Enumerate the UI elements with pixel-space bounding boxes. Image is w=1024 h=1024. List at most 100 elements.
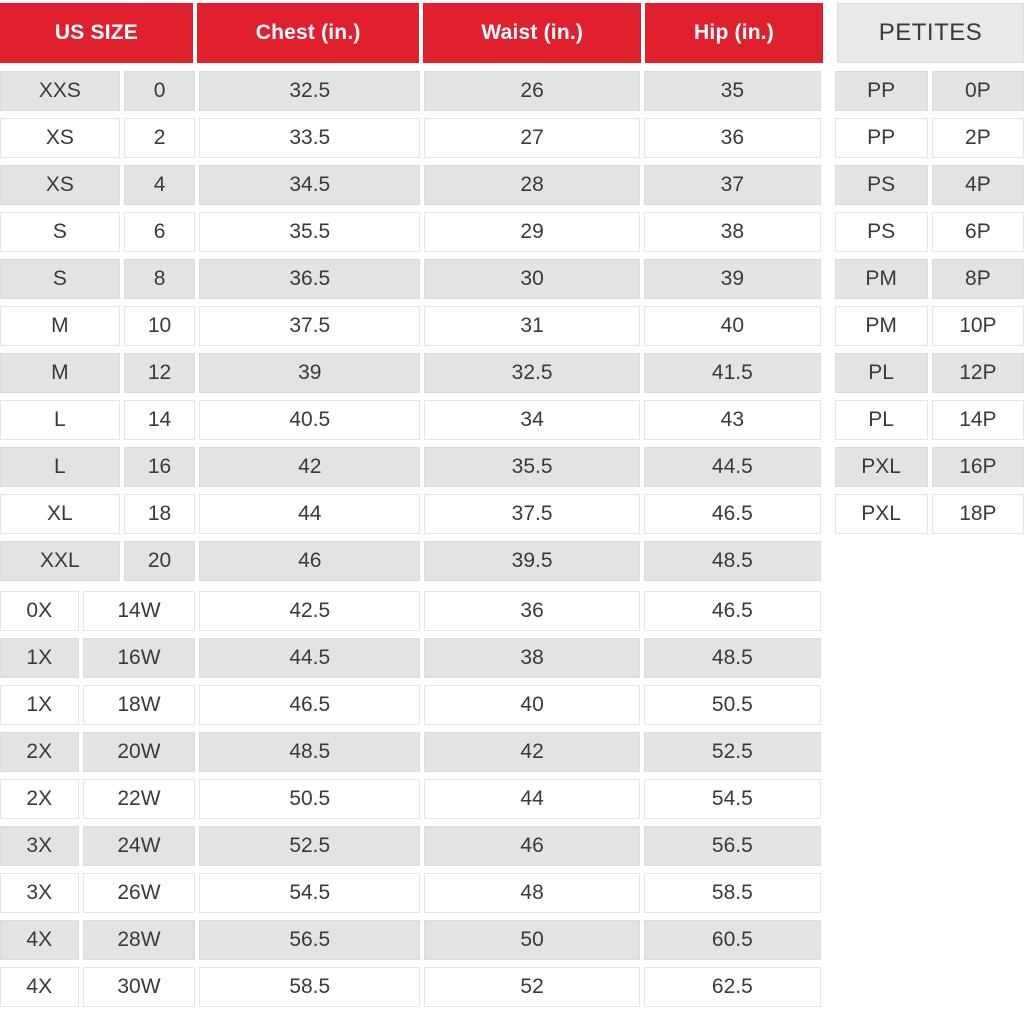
petites-spacer (825, 400, 835, 440)
cell-size-number: 10 (123, 306, 196, 346)
cell-petite-letter: PL (834, 400, 928, 440)
cell-waist: 52 (424, 967, 641, 1007)
petites-spacer (825, 920, 835, 960)
cell-waist: 39.5 (424, 541, 641, 581)
table-row: 3X 26W 54.5 48 58.5 (0, 868, 1024, 915)
cell-hip: 40 (644, 306, 821, 346)
cell-waist: 38 (424, 638, 641, 678)
cell-size-number: 30W (82, 967, 196, 1007)
cell-size-letter: 4X (0, 967, 79, 1007)
cell-waist: 32.5 (424, 353, 641, 393)
petites-spacer (825, 447, 835, 487)
column-header-chest: Chest (in.) (196, 3, 420, 63)
cell-petite-number: 6P (931, 212, 1024, 252)
cell-petite-letter (835, 685, 928, 725)
cell-size-letter: 2X (0, 779, 79, 819)
cell-petite-letter: PL (834, 353, 928, 393)
cell-petite-number: 0P (931, 71, 1024, 111)
cell-chest: 35.5 (199, 212, 421, 252)
petites-spacer (825, 591, 835, 631)
petites-spacer (825, 732, 835, 772)
table-row: XXL 20 46 39.5 48.5 (0, 536, 1024, 583)
table-row: S 6 35.5 29 38 PS 6P (0, 207, 1024, 254)
cell-size-number: 0 (123, 71, 196, 111)
cell-chest: 36.5 (199, 259, 421, 299)
cell-size-number: 20W (82, 732, 196, 772)
cell-petite-number (932, 732, 1024, 772)
cell-petite-letter: PM (834, 259, 928, 299)
petites-spacer (825, 212, 835, 252)
cell-size-number: 14W (82, 591, 196, 631)
cell-petite-number (932, 873, 1024, 913)
cell-size-letter: M (0, 353, 120, 393)
cell-size-letter: S (0, 212, 120, 252)
cell-waist: 35.5 (424, 447, 641, 487)
table-row: 4X 30W 58.5 52 62.5 (0, 962, 1024, 1009)
table-row: XS 2 33.5 27 36 PP 2P (0, 113, 1024, 160)
cell-chest: 37.5 (199, 306, 421, 346)
cell-chest: 48.5 (199, 732, 421, 772)
cell-chest: 40.5 (199, 400, 421, 440)
cell-waist: 50 (424, 920, 641, 960)
cell-waist: 36 (424, 591, 641, 631)
cell-hip: 58.5 (644, 873, 821, 913)
cell-petite-number: 12P (931, 353, 1024, 393)
cell-size-letter: XL (0, 494, 120, 534)
table-row: 4X 28W 56.5 50 60.5 (0, 915, 1024, 962)
cell-chest: 32.5 (199, 71, 421, 111)
petites-spacer (825, 259, 835, 299)
table-row: 1X 16W 44.5 38 48.5 (0, 633, 1024, 680)
cell-hip: 48.5 (644, 541, 821, 581)
cell-hip: 54.5 (644, 779, 821, 819)
cell-waist: 46 (424, 826, 641, 866)
cell-petite-number (932, 591, 1024, 631)
column-header-waist: Waist (in.) (423, 3, 642, 63)
cell-hip: 39 (644, 259, 821, 299)
cell-size-letter: S (0, 259, 120, 299)
cell-size-number: 24W (82, 826, 196, 866)
cell-petite-letter: PS (834, 165, 928, 205)
cell-petite-letter (835, 541, 928, 581)
cell-chest: 42 (199, 447, 421, 487)
petites-spacer (825, 779, 835, 819)
table-row: 0X 14W 42.5 36 46.5 (0, 586, 1024, 633)
petites-spacer (825, 541, 835, 581)
cell-petite-letter (835, 732, 928, 772)
cell-petite-number: 8P (931, 259, 1024, 299)
cell-size-number: 20 (123, 541, 196, 581)
petites-spacer (825, 71, 835, 111)
petites-spacer (825, 494, 835, 534)
table-row: XXS 0 32.5 26 35 PP 0P (0, 66, 1024, 113)
cell-petite-letter (835, 920, 928, 960)
cell-petite-letter: PP (834, 118, 928, 158)
cell-size-letter: 3X (0, 873, 79, 913)
petites-spacer (825, 638, 835, 678)
cell-chest: 54.5 (199, 873, 421, 913)
cell-waist: 30 (424, 259, 641, 299)
cell-size-number: 28W (82, 920, 196, 960)
petites-spacer (825, 826, 835, 866)
cell-petite-number (932, 541, 1024, 581)
petites-spacer (825, 685, 835, 725)
cell-hip: 44.5 (644, 447, 821, 487)
cell-chest: 39 (199, 353, 421, 393)
cell-hip: 46.5 (644, 494, 821, 534)
cell-chest: 46 (199, 541, 421, 581)
petites-spacer (825, 967, 835, 1007)
cell-size-letter: 0X (0, 591, 79, 631)
cell-size-number: 18W (82, 685, 196, 725)
table-header-row: US SIZE Chest (in.) Waist (in.) Hip (in.… (0, 0, 1024, 66)
cell-size-number: 8 (123, 259, 196, 299)
cell-petite-number: 14P (931, 400, 1024, 440)
cell-size-number: 22W (82, 779, 196, 819)
cell-petite-number (932, 826, 1024, 866)
cell-petite-number: 18P (931, 494, 1024, 534)
cell-size-letter: 1X (0, 685, 79, 725)
cell-hip: 46.5 (644, 591, 821, 631)
cell-size-letter: XS (0, 165, 120, 205)
table-row: L 14 40.5 34 43 PL 14P (0, 395, 1024, 442)
cell-hip: 48.5 (644, 638, 821, 678)
cell-waist: 42 (424, 732, 641, 772)
cell-petite-letter (835, 826, 928, 866)
